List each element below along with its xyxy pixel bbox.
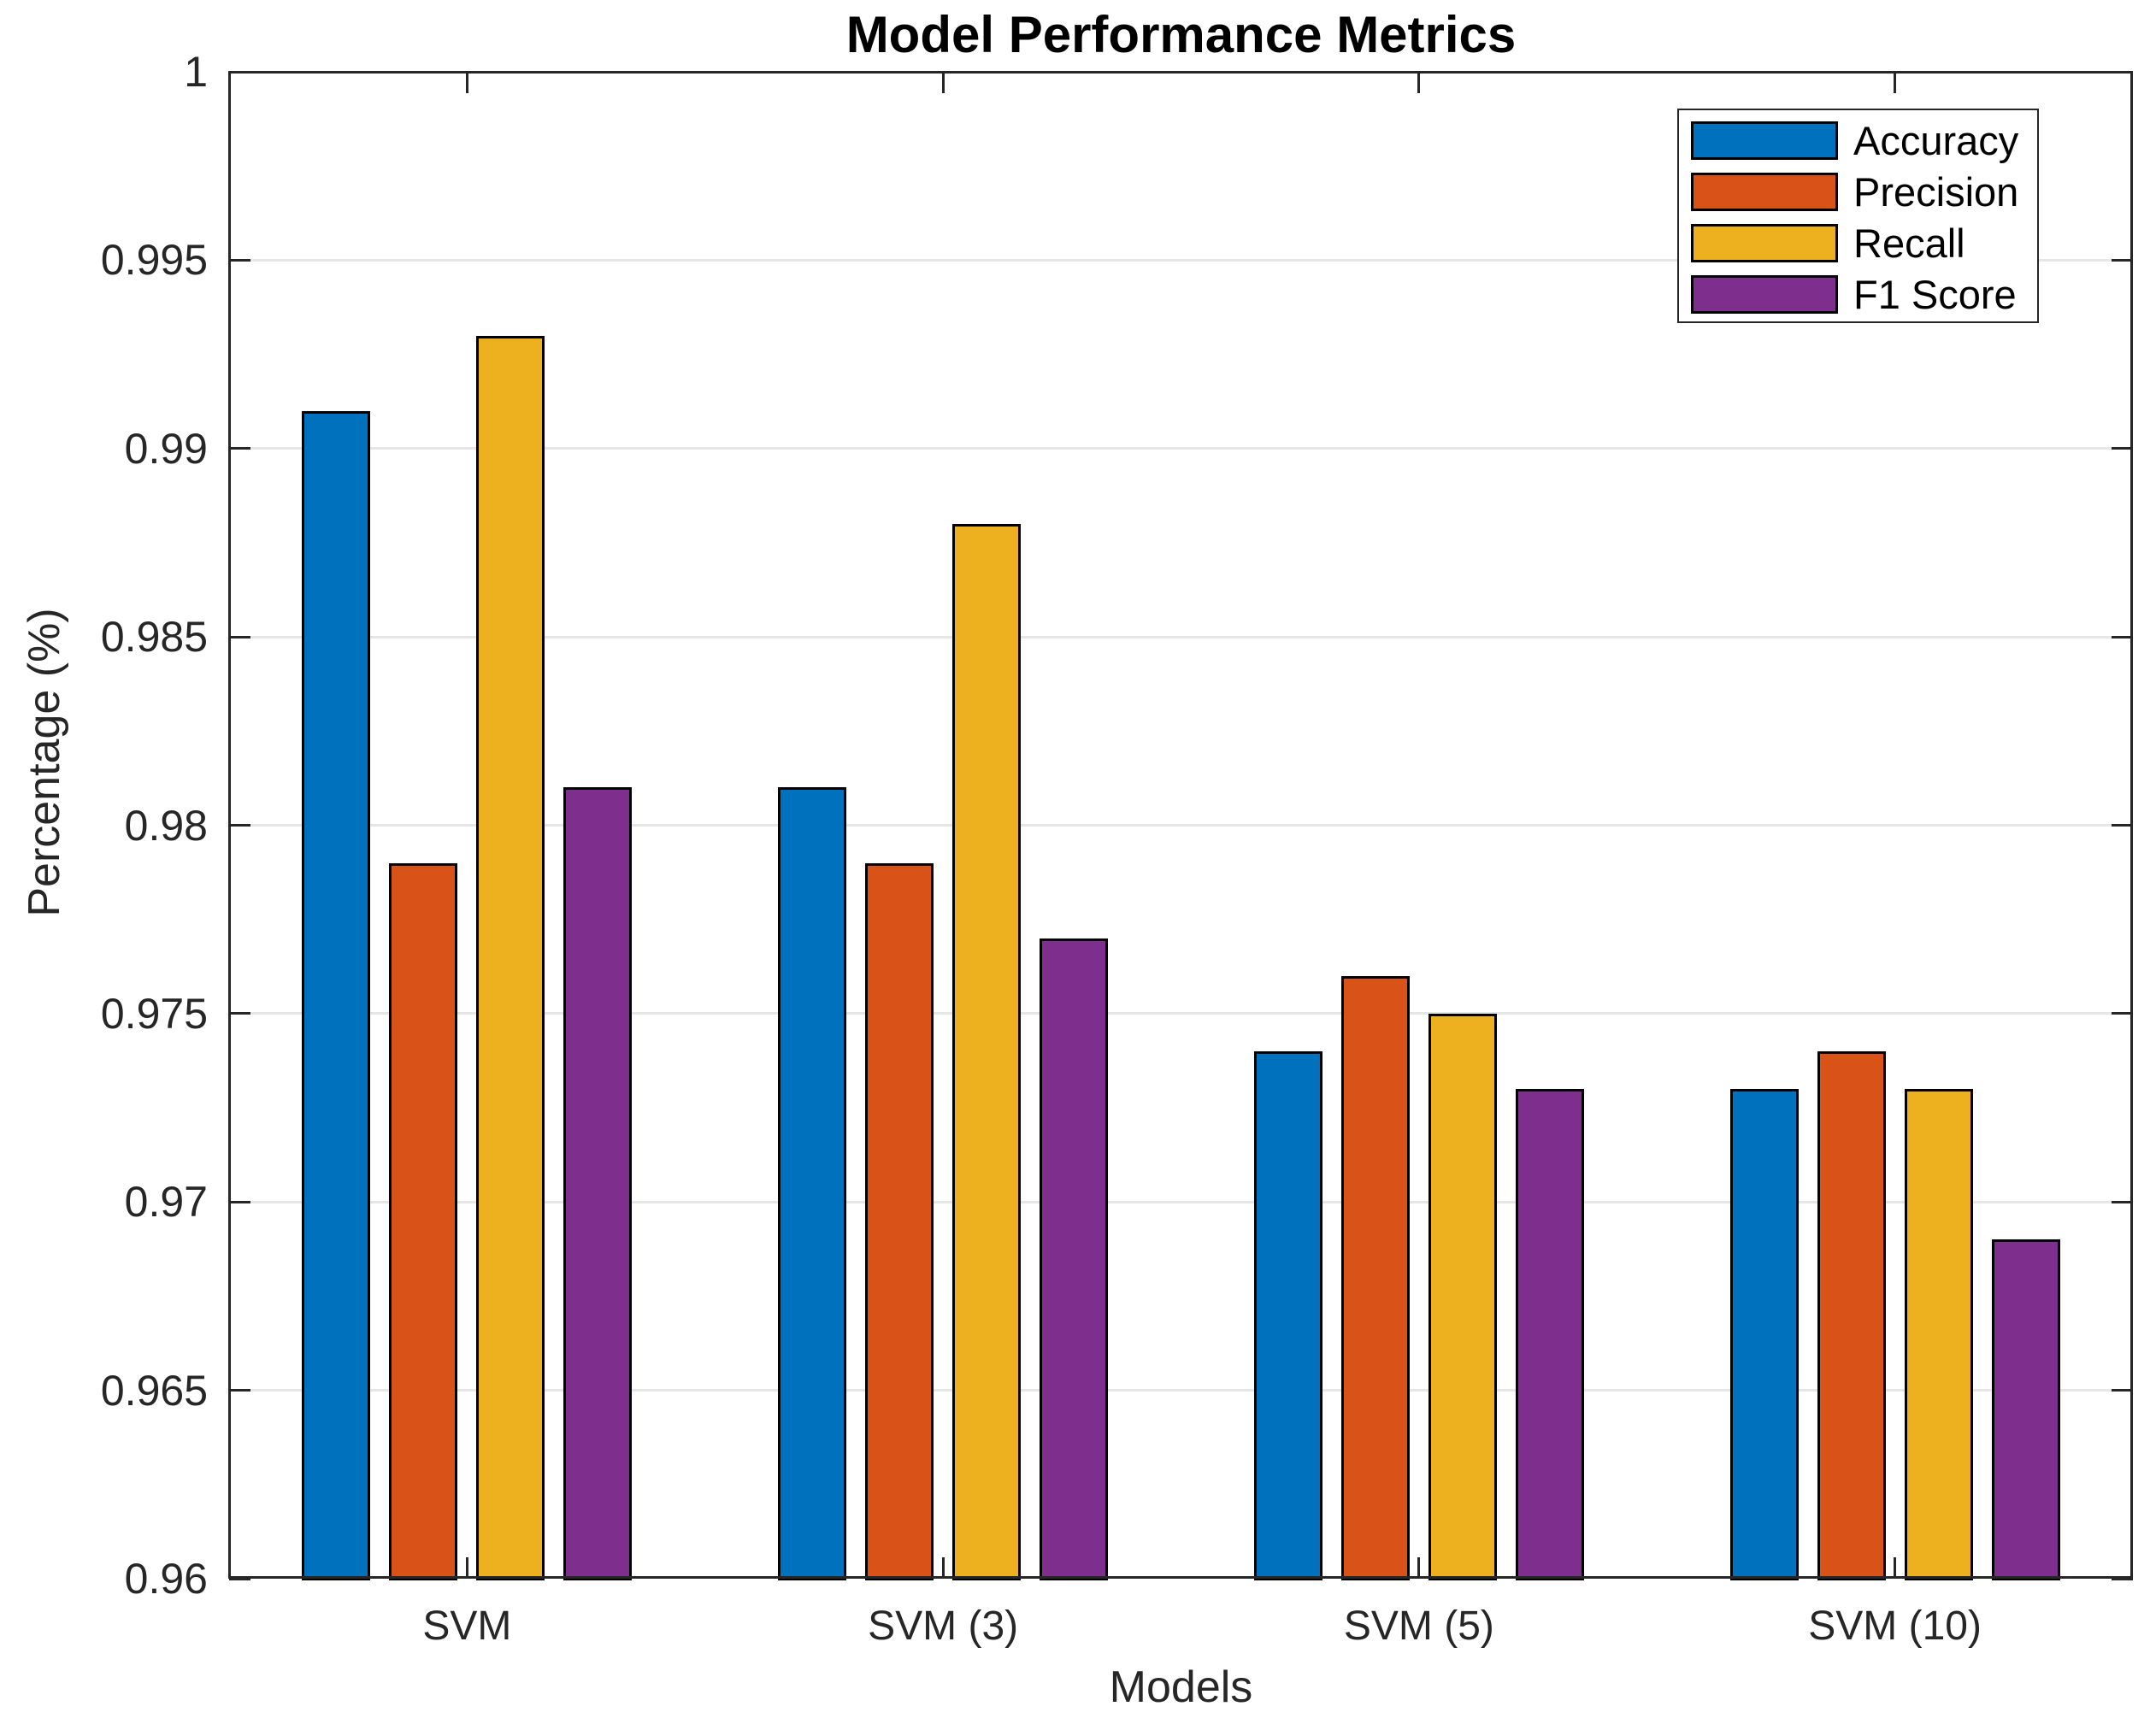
y-axis-label: Percentage (%) [20,608,69,917]
gridline [229,1200,2133,1203]
bar-precision-svm-10 [1817,1051,1886,1580]
y-tick-label: 0.99 [124,424,208,473]
bar-f1-score-svm [563,787,632,1580]
gridline [229,824,2133,827]
x-tick-label-svm: SVM [422,1603,512,1649]
y-tick-label: 0.96 [124,1555,208,1603]
gridline [229,1389,2133,1392]
bar-f1-score-svm-3 [1040,938,1108,1580]
legend-label-f1-score: F1 Score [1853,272,2017,317]
legend-label-accuracy: Accuracy [1853,118,2019,163]
legend-swatch-recall [1691,224,1838,262]
bar-accuracy-svm-5 [1254,1051,1322,1580]
x-tick-bottom [1417,1557,1421,1579]
x-tick-top [465,72,468,93]
y-tick-label: 0.97 [124,1178,208,1227]
x-tick-label-svm-3: SVM (3) [868,1603,1019,1649]
x-tick-top [941,72,945,93]
gridline [229,447,2133,450]
x-tick-top [1417,72,1421,93]
x-tick-top [1894,72,1897,93]
bar-recall-svm-5 [1428,1014,1497,1580]
legend-swatch-accuracy [1691,121,1838,160]
bar-precision-svm-3 [865,863,934,1580]
x-axis-label: Models [1109,1662,1253,1712]
y-tick-right [2112,258,2133,262]
y-tick-left [229,635,250,638]
legend-swatch-f1-score [1691,275,1838,314]
legend-label-recall: Recall [1853,221,1965,266]
x-tick-label-svm-5: SVM (5) [1343,1603,1494,1649]
y-tick-right [2112,824,2133,827]
legend: Accuracy Precision Recall F1 Score [1677,109,2039,323]
gridline [229,258,2133,262]
legend-row-precision: Precision [1679,167,2037,218]
y-tick-right [2112,1012,2133,1015]
bar-accuracy-svm-3 [778,787,846,1580]
y-tick-label: 0.98 [124,801,208,850]
y-tick-left [229,1577,250,1580]
bar-f1-score-svm-5 [1516,1089,1584,1580]
x-tick-bottom [465,1557,468,1579]
bar-accuracy-svm-10 [1730,1089,1799,1580]
y-tick-label: 0.965 [100,1366,208,1415]
x-tick-bottom [941,1557,945,1579]
gridline [229,1012,2133,1015]
bar-recall-svm-3 [952,524,1021,1580]
y-tick-left [229,258,250,262]
y-tick-label: 0.995 [100,236,208,285]
y-tick-right [2112,1389,2133,1392]
legend-row-accuracy: Accuracy [1679,115,2037,167]
y-tick-left [229,447,250,450]
y-tick-label: 0.985 [100,613,208,662]
bar-precision-svm-5 [1341,976,1410,1580]
x-tick-label-svm-10: SVM (10) [1808,1603,1982,1649]
legend-label-precision: Precision [1853,169,2019,215]
legend-row-recall: Recall [1679,218,2037,269]
bar-f1-score-svm-10 [1992,1239,2060,1580]
y-tick-left [229,1012,250,1015]
y-tick-right [2112,635,2133,638]
legend-swatch-precision [1691,173,1838,211]
y-tick-label: 1 [184,48,208,96]
y-tick-left [229,70,250,74]
y-tick-left [229,824,250,827]
chart-title: Model Performance Metrics [845,6,1517,63]
y-tick-right [2112,447,2133,450]
x-tick-bottom [1894,1557,1897,1579]
bar-recall-svm [476,336,545,1580]
bar-accuracy-svm [302,411,370,1580]
y-tick-right [2112,70,2133,74]
y-tick-label: 0.975 [100,989,208,1038]
y-tick-left [229,1389,250,1392]
y-tick-right [2112,1577,2133,1580]
bar-precision-svm [389,863,457,1580]
bar-recall-svm-10 [1905,1089,1973,1580]
legend-row-f1-score: F1 Score [1679,269,2037,321]
y-tick-left [229,1200,250,1203]
y-tick-right [2112,1200,2133,1203]
gridline [229,635,2133,638]
